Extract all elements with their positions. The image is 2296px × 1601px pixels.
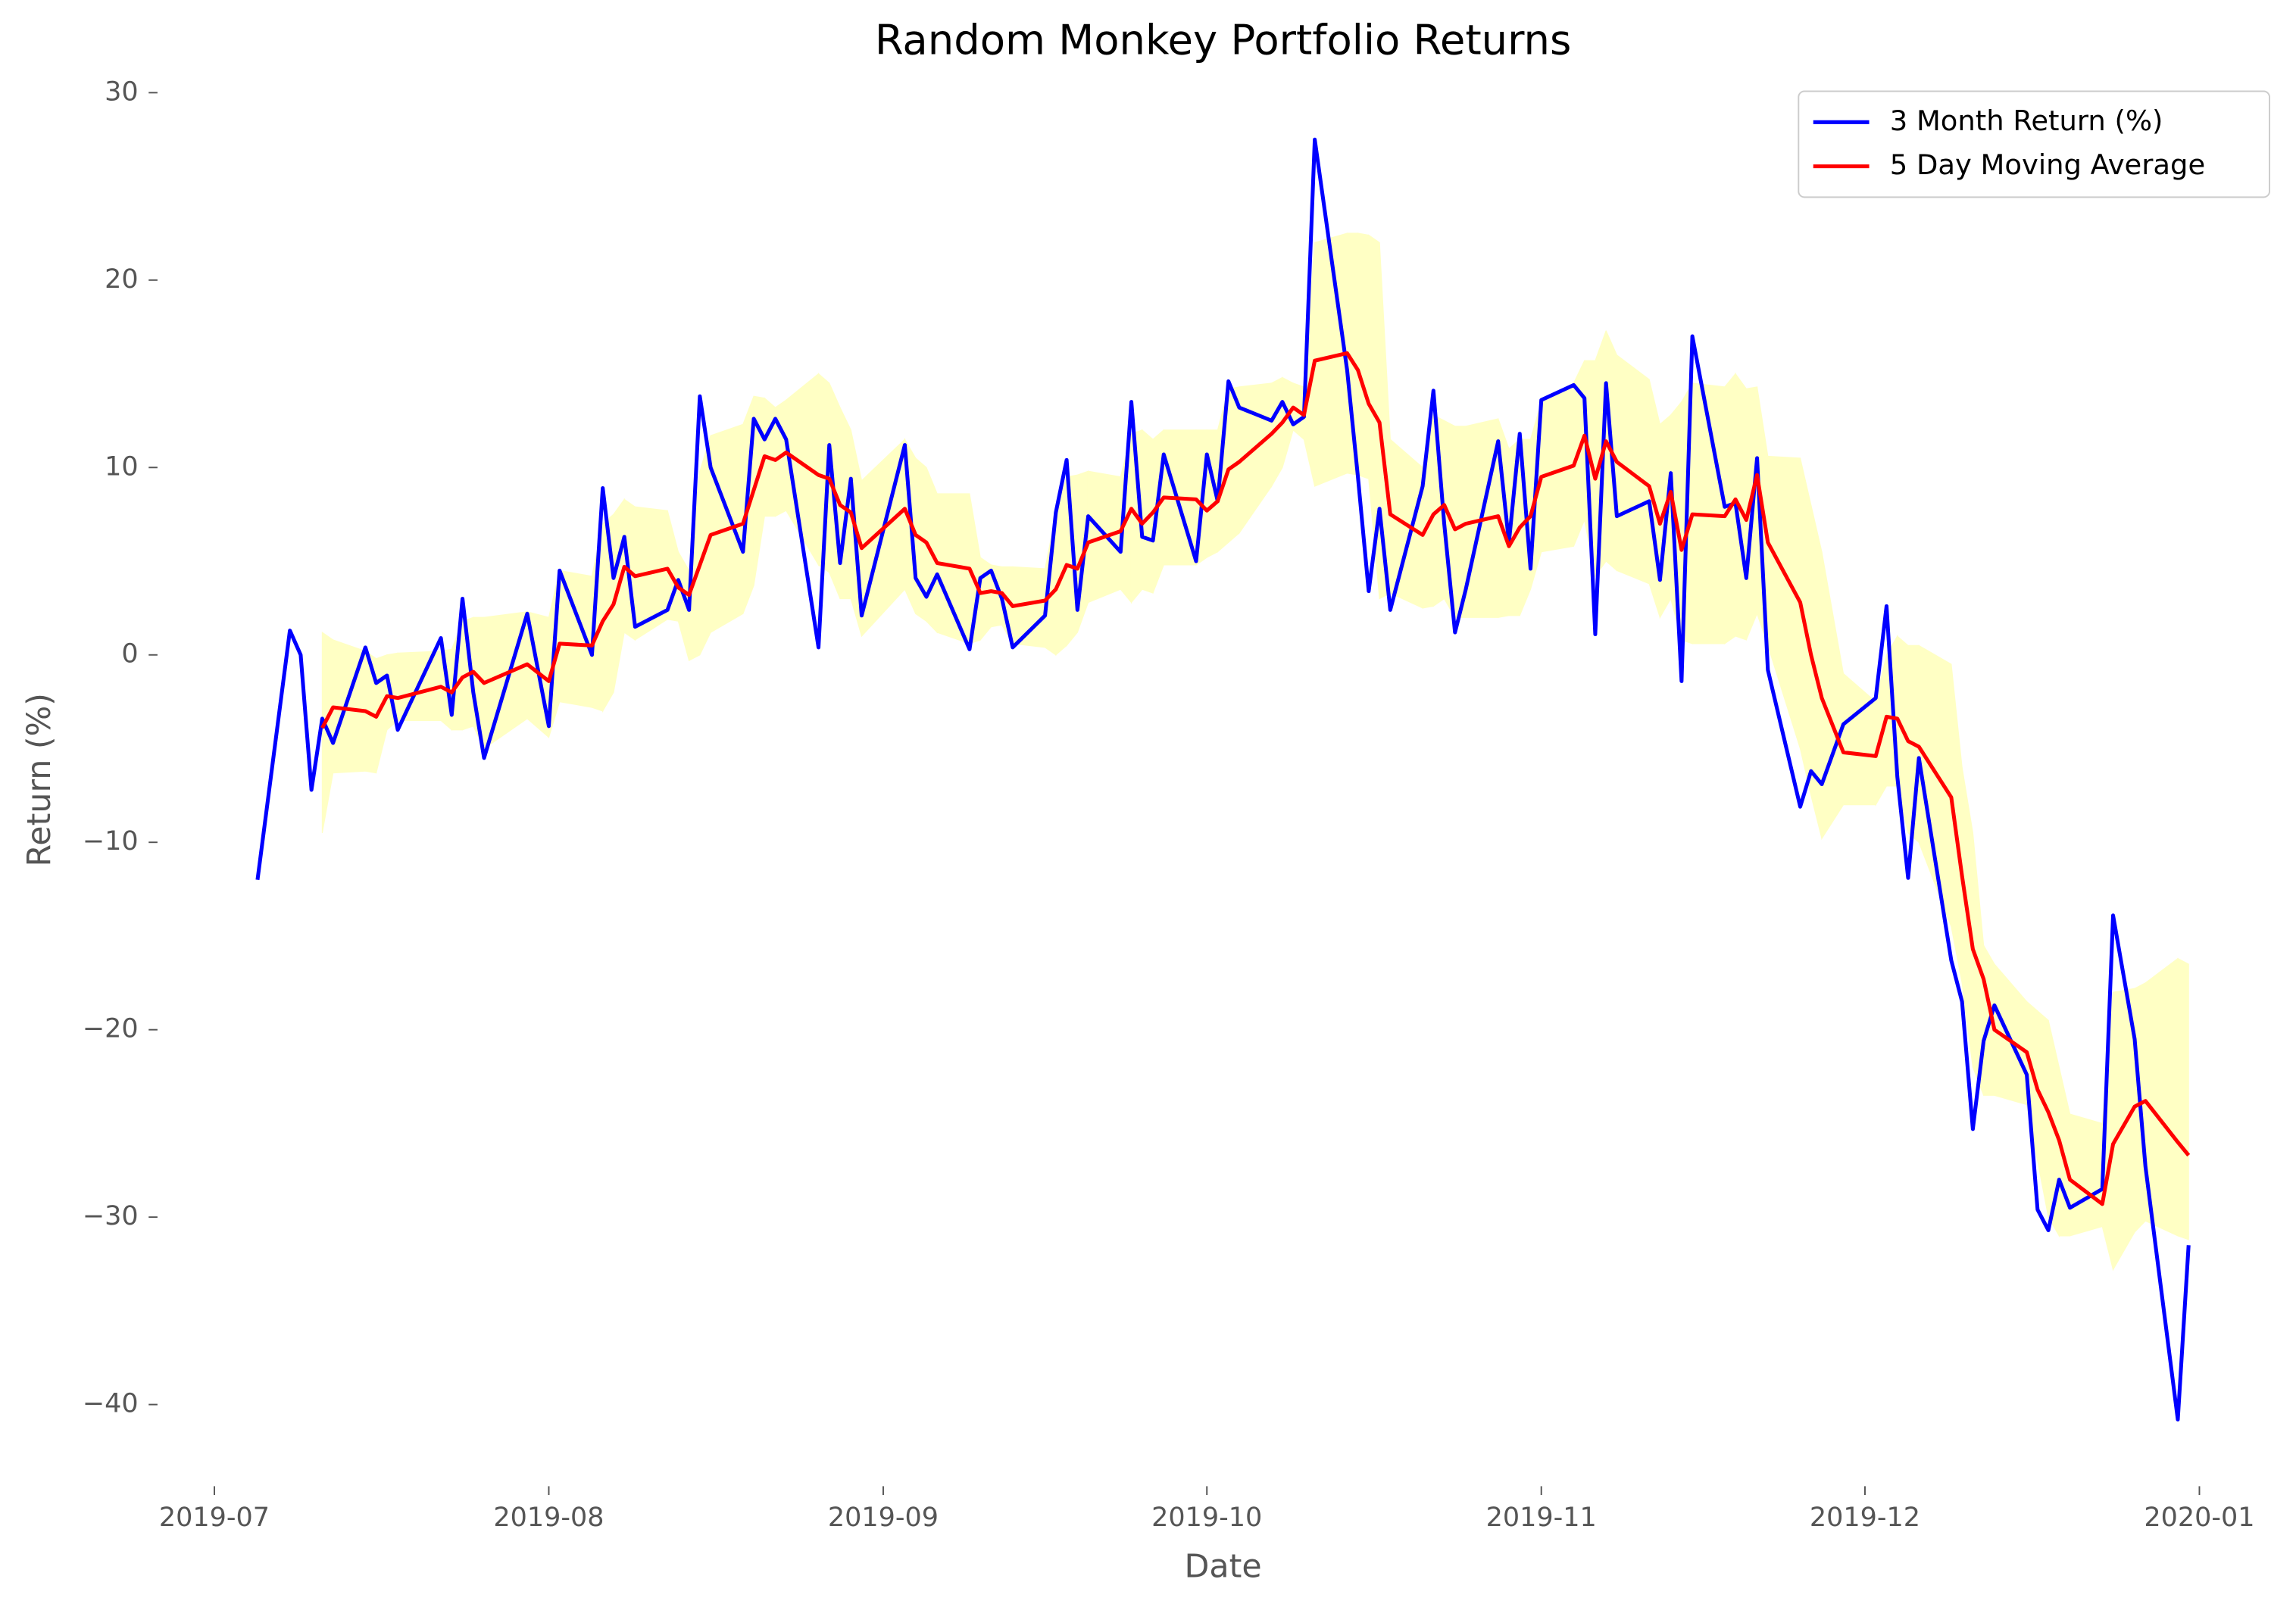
x-tick-label: 2020-01 xyxy=(2144,1503,2254,1533)
band-segment xyxy=(1616,354,1650,585)
y-tick-label: −10 xyxy=(83,826,139,857)
band-segment xyxy=(1842,673,1876,806)
y-tick-label: 10 xyxy=(105,451,139,482)
y-tick-label: −40 xyxy=(83,1389,139,1419)
x-tick-label: 2019-09 xyxy=(828,1503,939,1533)
y-tick-label: 30 xyxy=(105,76,139,107)
band-segment xyxy=(1767,455,1801,749)
band-segment xyxy=(2177,957,2189,1241)
series-line xyxy=(255,137,2191,1422)
legend-label: 3 Month Return (%) xyxy=(1890,105,2163,137)
band-segment xyxy=(2069,1113,2103,1237)
x-tick-label: 2019-10 xyxy=(1151,1503,1262,1533)
legend-box xyxy=(1798,90,2270,198)
x-tick-label: 2019-08 xyxy=(493,1503,604,1533)
band-segment xyxy=(1821,551,1845,841)
x-tick-label: 2019-11 xyxy=(1486,1503,1597,1533)
y-tick-label: −20 xyxy=(83,1014,139,1044)
legend: 3 Month Return (%) 5 Day Moving Average xyxy=(1798,90,2270,198)
y-tick-label: 20 xyxy=(105,264,139,295)
x-axis-label: Date xyxy=(1185,1548,1262,1586)
y-axis-label: Return (%) xyxy=(20,693,58,866)
band-segment xyxy=(1357,233,1370,479)
series-line xyxy=(320,351,2191,1206)
legend-label: 5 Day Moving Average xyxy=(1890,148,2205,181)
band-segment xyxy=(2037,1010,2049,1218)
y-tick-label: 0 xyxy=(121,639,138,669)
x-tick-label: 2019-12 xyxy=(1810,1503,1920,1533)
x-tick-label: 2019-07 xyxy=(159,1503,270,1533)
y-tick-label: −30 xyxy=(83,1201,139,1231)
chart-title: Random Monkey Portfolio Returns xyxy=(875,17,1572,64)
